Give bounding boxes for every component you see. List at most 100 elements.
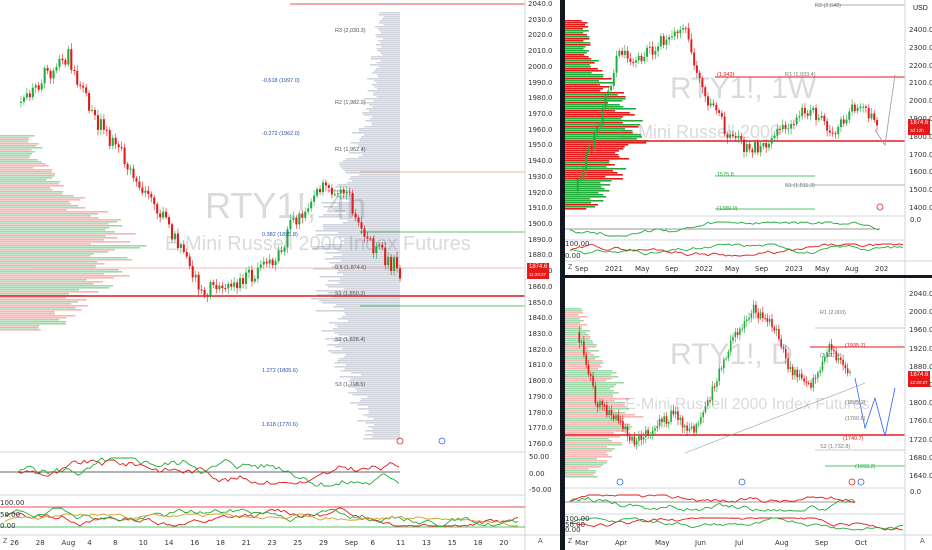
time-tick: 21 — [241, 539, 251, 547]
time-tick: May — [725, 265, 740, 273]
price-tick: 1990.0 — [528, 78, 553, 87]
price-tick: 1960.0 — [909, 326, 932, 335]
watermark-name-weekly: E-Mini Russell 2000 — [620, 122, 781, 142]
time-tick: Apr — [615, 539, 628, 547]
time-tick: May — [655, 539, 670, 547]
time-tick: 29 — [319, 539, 328, 547]
price-tick: 1930.0 — [528, 172, 553, 181]
time-tick: 25 — [293, 539, 303, 547]
time-tick: Mar — [575, 539, 589, 547]
last-price-weekly: 1874.6 — [910, 120, 929, 126]
axis-z-button[interactable]: Z — [3, 538, 8, 545]
last-price: 1874.6 — [529, 264, 548, 270]
watermark-symbol-weekly: RTY1!, 1W — [670, 72, 817, 105]
last-price-badge-weekly: 1874.6 3d 12h — [908, 119, 931, 135]
time-tick: May — [635, 265, 650, 273]
axis-a-button-daily[interactable]: A — [920, 538, 925, 545]
time-tick: 18 — [216, 539, 225, 547]
price-tick: 0.00 — [529, 469, 545, 478]
time-axis[interactable]: 26 28 Aug 4 8 10 14 16 18 21 23 25 29 Sep 6 11 13 15 18 20 — [0, 538, 525, 550]
price-tick: 2400.0 — [909, 26, 932, 34]
axis-a-button[interactable]: A — [538, 538, 543, 545]
axis-z-button-daily[interactable]: Z — [568, 538, 573, 545]
price-tick: 1720.0 — [909, 435, 932, 444]
time-tick: Aug — [775, 539, 789, 547]
volume-profile-daily — [565, 308, 644, 478]
price-tick: 100.00 — [0, 499, 25, 507]
price-tick: 2100.0 — [909, 79, 932, 88]
price-tick: 1800.0 — [909, 399, 932, 408]
panel-divider-horizontal[interactable] — [565, 275, 932, 278]
time-tick: Sep — [755, 265, 769, 273]
level-label: 1575.8 — [717, 172, 734, 178]
right-bottom-chart-panel[interactable]: RTY1!, D E-Mini Russell 2000 Index Futur… — [565, 278, 932, 550]
stochastic-left — [4, 507, 519, 527]
price-tick: 1840.0 — [528, 314, 553, 323]
price-tick: 1910.0 — [528, 204, 553, 213]
time-tick: 13 — [422, 539, 431, 547]
time-tick: 23 — [267, 539, 277, 547]
price-tick: 1980.0 — [528, 94, 553, 103]
time-tick: 2023 — [785, 265, 803, 273]
level-label: (1740.7) — [843, 436, 864, 442]
panel-divider-vertical[interactable] — [560, 0, 565, 550]
price-tick: 1860.0 — [528, 282, 553, 291]
event-marker[interactable] — [396, 437, 404, 445]
time-tick: 11 — [396, 539, 406, 547]
price-tick: 1760.0 — [909, 417, 932, 426]
price-tick: 1940.0 — [528, 157, 553, 166]
level-label: 0.5 (1,874.6) — [335, 265, 367, 271]
level-label: R2 (2,648) — [815, 3, 841, 9]
oscillator-weekly — [569, 221, 880, 237]
level-label: (1935.7) — [845, 343, 866, 349]
left-chart-svg[interactable] — [0, 0, 560, 550]
level-label: -0.618 (1997.0) — [262, 78, 300, 84]
candles-daily — [578, 299, 851, 450]
oscillator-axis: 50.00 0.00 -50.00 — [529, 452, 559, 495]
level-label: (1,943) — [717, 72, 735, 78]
price-tick: 1700.0 — [909, 150, 932, 159]
axis-z-button-weekly[interactable]: Z — [568, 264, 573, 271]
price-tick: 1800.0 — [528, 377, 553, 386]
event-marker-daily-2[interactable] — [738, 478, 746, 486]
watermark-name: E-Mini Russell 2000 Index Futures — [165, 233, 471, 255]
price-tick: 1850.0 — [528, 298, 553, 307]
oscillator-left — [17, 457, 400, 487]
price-tick: 2000.0 — [528, 62, 553, 71]
time-axis-weekly[interactable]: Sep 2021 May Sep 2022 May Sep 2023 May Aug 202 — [565, 264, 905, 274]
left-chart-panel[interactable]: RTY1!, 4h E-Mini Russell 2000 Index Futu… — [0, 0, 560, 550]
time-tick: Oct — [855, 539, 868, 547]
oscillator-axis-daily: 0.0 — [910, 488, 932, 514]
price-tick: 100.00 — [565, 515, 590, 523]
candles-left — [19, 43, 402, 303]
time-tick: 6 — [370, 539, 375, 547]
event-marker-weekly[interactable] — [876, 203, 884, 211]
level-label: S1 (1,511.3) — [785, 183, 815, 189]
time-tick: May — [815, 265, 830, 273]
time-tick: Sep — [665, 265, 679, 273]
level-label: R2 (1,982.2) — [335, 100, 366, 106]
time-axis-daily[interactable]: Mar Apr May Jun Jul Aug Sep Oct — [565, 538, 905, 548]
price-tick: 2040.0 — [528, 0, 553, 8]
time-tick: Sep — [575, 265, 589, 273]
event-marker-daily-4[interactable] — [857, 478, 865, 486]
price-tick: 1970.0 — [528, 110, 553, 118]
candles-weekly — [576, 22, 878, 197]
event-marker-2[interactable] — [438, 437, 446, 445]
price-axis[interactable]: 2040.0 2030.0 2020.0 2010.0 2000.0 1990.0 1980… — [528, 0, 560, 450]
event-marker-daily-3[interactable] — [848, 478, 856, 486]
level-label: (1693.2) — [855, 464, 876, 470]
price-tick: 1680.0 — [909, 453, 932, 462]
event-marker-daily-1[interactable] — [616, 478, 624, 486]
level-label: R1 (2,003) — [820, 310, 846, 316]
level-label: (1805.2) — [845, 400, 866, 406]
price-tick: 1920.0 — [909, 344, 932, 353]
price-tick: 2000.0 — [909, 97, 932, 106]
countdown: 11:20:27 — [529, 272, 547, 277]
price-tick: 1880.0 — [528, 251, 553, 260]
price-axis-weekly[interactable]: 2400.02300.02200.02100.02000.01900.01800… — [909, 0, 932, 215]
right-top-chart-panel[interactable]: USD RTY1!, 1W E-Mini Russell 2000 R2 (2,… — [565, 0, 932, 275]
price-tick: 1760.0 — [528, 440, 553, 448]
level-label: S3 (1,798.5) — [335, 382, 366, 388]
price-tick: 1900.0 — [528, 220, 553, 228]
